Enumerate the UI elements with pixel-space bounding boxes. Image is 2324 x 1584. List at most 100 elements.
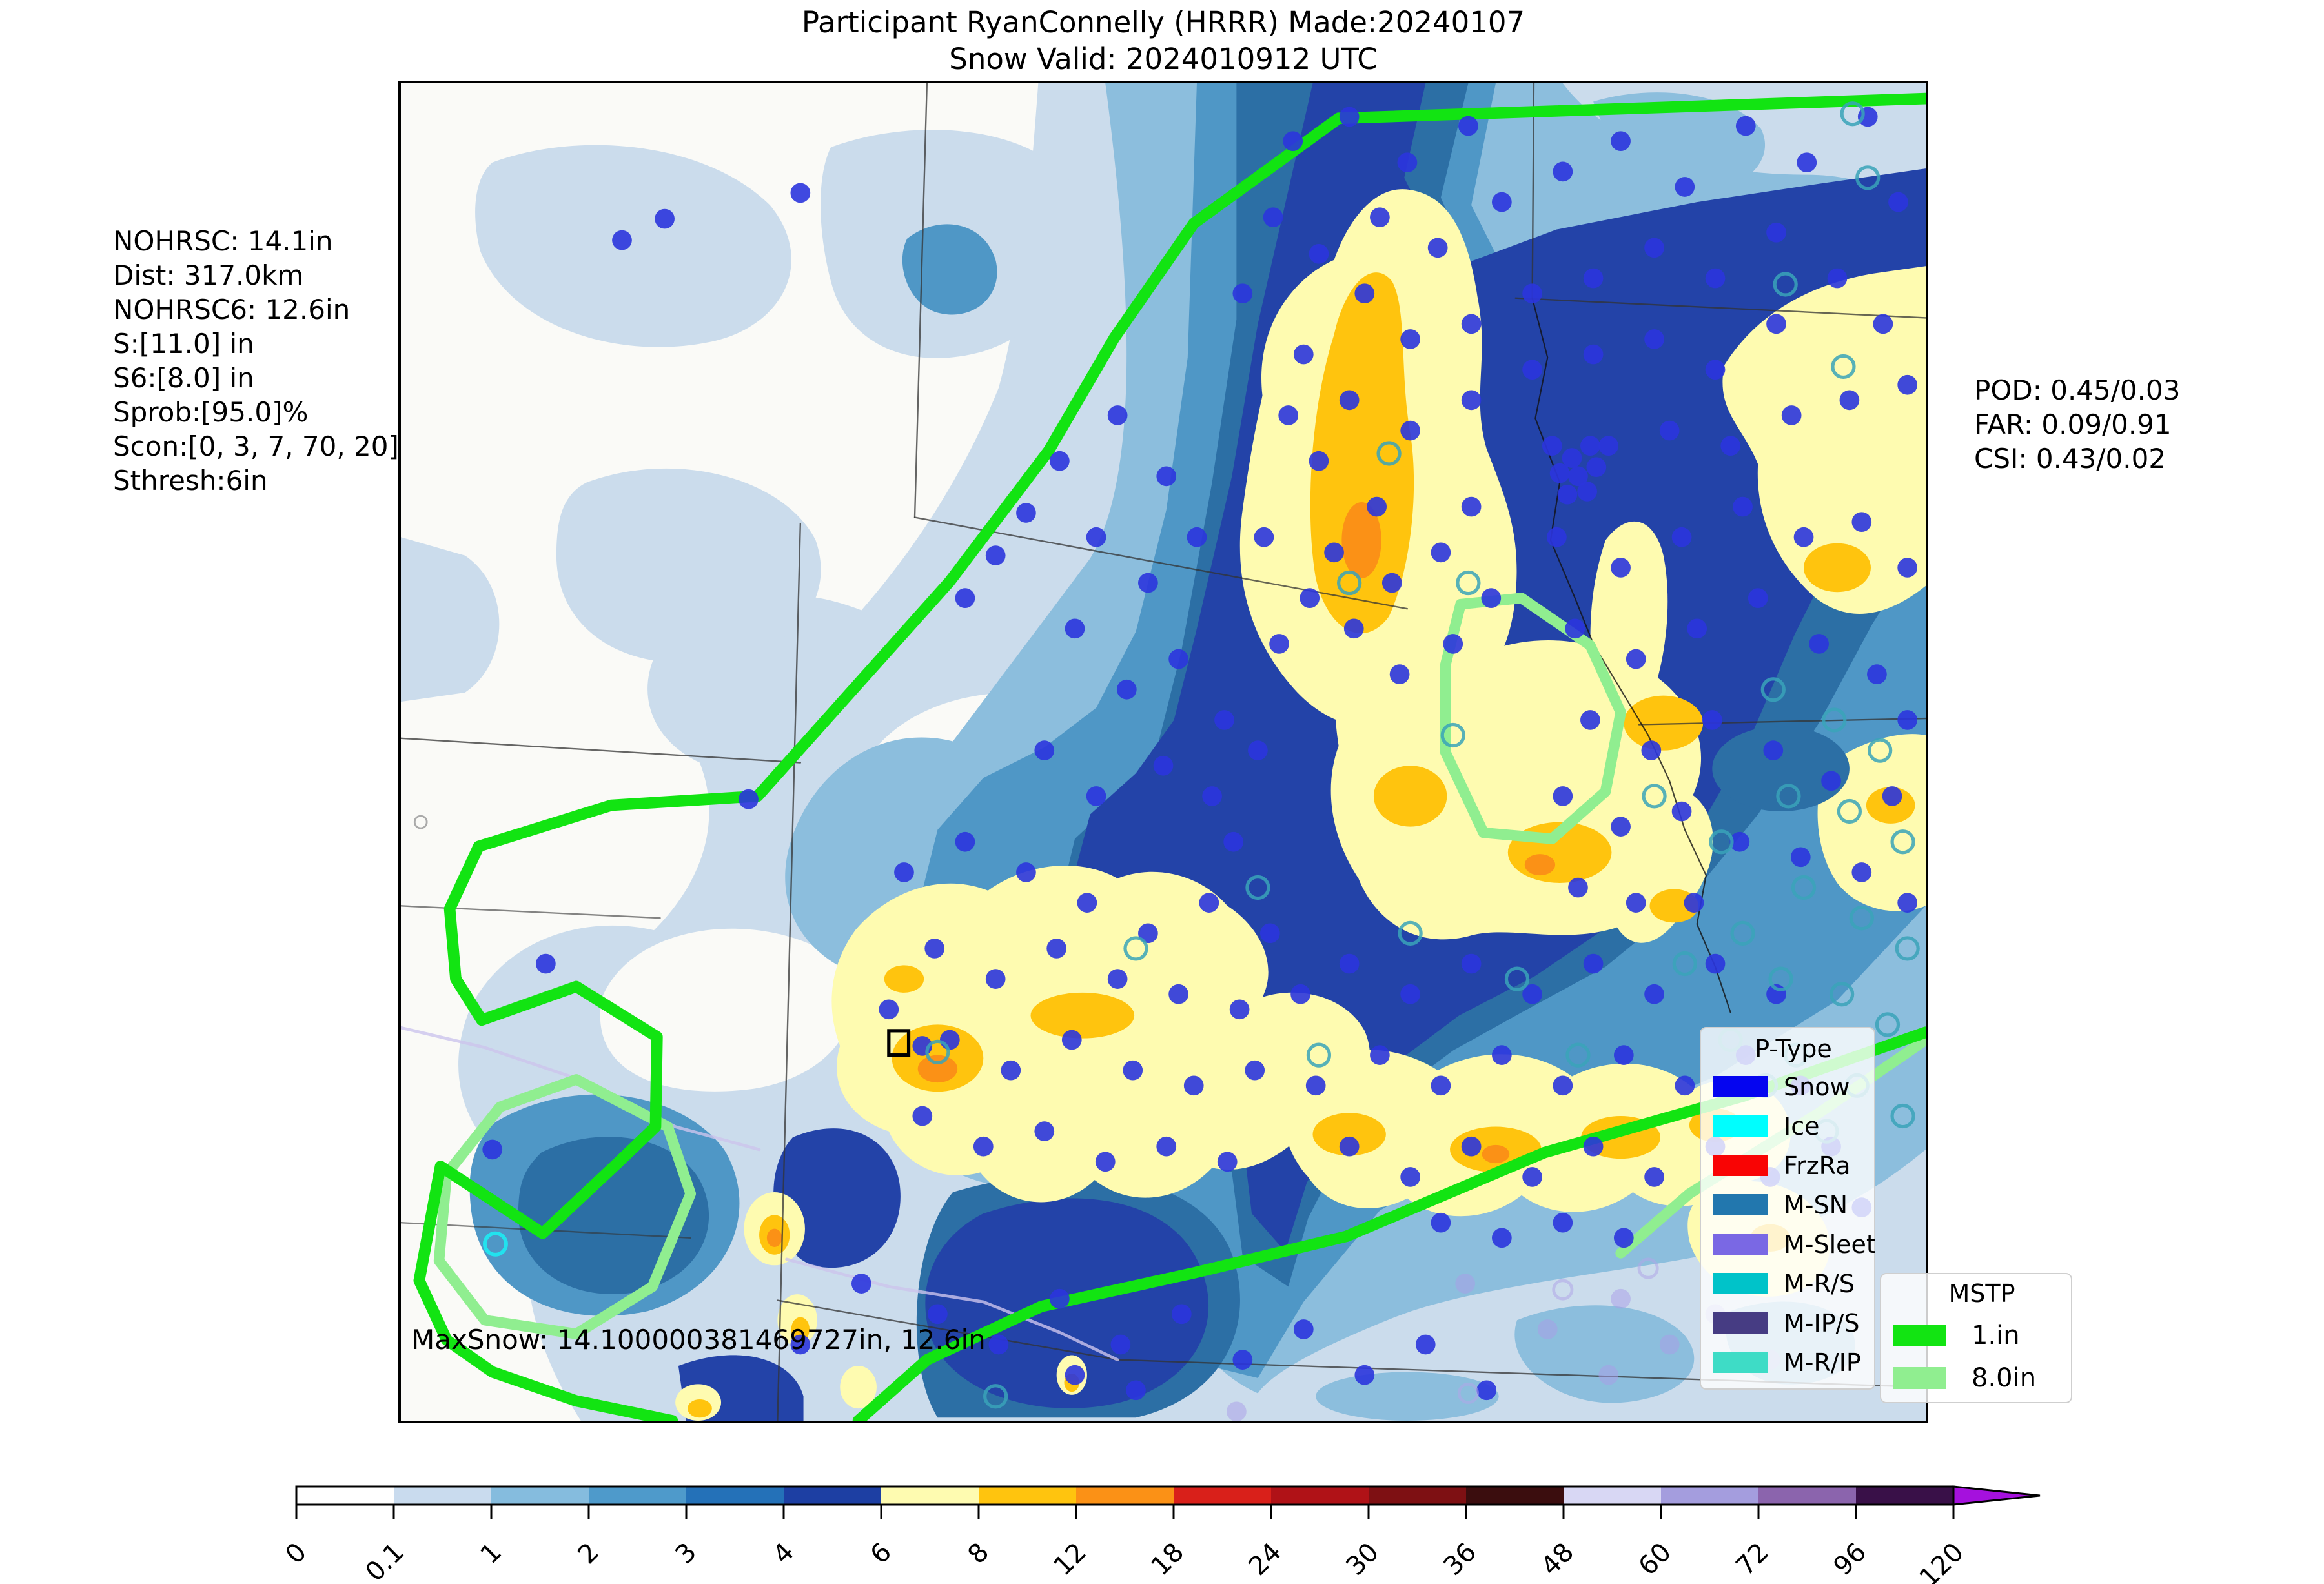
obs-snow-dot xyxy=(1107,969,1128,989)
colorbar-tick-label: 2 xyxy=(573,1538,606,1570)
obs-snow-dot xyxy=(536,953,556,974)
obs-snow-dot xyxy=(1254,527,1274,547)
obs-snow-dot xyxy=(1278,405,1299,425)
obs-snow-dot xyxy=(985,969,1006,989)
obs-snow-dot xyxy=(1187,527,1207,547)
obs-snow-dot xyxy=(1461,1136,1482,1157)
obs-mixed-circle xyxy=(1890,829,1915,855)
obs-snow-dot xyxy=(1214,710,1234,730)
legend-item-label: M-R/S xyxy=(1784,1269,1855,1298)
obs-snow-dot xyxy=(985,545,1006,565)
obs-mixed-circle xyxy=(1855,165,1881,190)
obs-snow-dot xyxy=(1065,1365,1085,1385)
obs-snow-dot xyxy=(1156,1136,1177,1157)
obs-snow-dot xyxy=(1790,847,1811,868)
legend-item: Snow xyxy=(1713,1067,1874,1106)
obs-mixed-circle xyxy=(1868,738,1893,763)
obs-mixed-circle xyxy=(1822,707,1847,733)
legend-item-label: Ice xyxy=(1784,1112,1820,1141)
obs-snow-dot xyxy=(1107,405,1128,425)
obs-snow-dot xyxy=(1232,283,1253,304)
obs-snow-dot xyxy=(1034,1121,1055,1141)
obs-mixed-circle xyxy=(1760,677,1786,702)
colorbar-tick-label: 8 xyxy=(963,1538,995,1570)
contour-fill-spot xyxy=(1316,1372,1499,1421)
obs-snow-dot xyxy=(1586,457,1607,478)
obs-snow-dot xyxy=(1343,618,1364,639)
stats-line: Dist: 317.0km xyxy=(113,259,304,291)
obs-mixed-circle xyxy=(1565,1042,1591,1068)
obs-snow-dot xyxy=(1748,588,1768,608)
obs-snow-dot xyxy=(939,1030,960,1050)
obs-snow-dot xyxy=(1626,649,1646,669)
obs-snow-dot xyxy=(1199,893,1219,913)
stats-line: Scon:[0, 3, 7, 70, 20] xyxy=(113,431,399,462)
obs-snow-dot xyxy=(1431,1212,1451,1233)
obs-snow-dot xyxy=(1557,484,1578,505)
obs-snow-dot xyxy=(1705,953,1726,974)
obs-snow-dot xyxy=(1339,390,1360,411)
state-border xyxy=(401,737,802,764)
obs-snow-dot xyxy=(790,183,811,203)
stats-line: CSI: 0.43/0.02 xyxy=(1974,443,2166,474)
stats-line: S6:[8.0] in xyxy=(113,362,254,394)
obs-snow-dot xyxy=(1553,786,1573,806)
colorbar-segment xyxy=(979,1487,1076,1505)
obs-snow-dot xyxy=(1549,463,1570,483)
obs-snow-dot xyxy=(1522,360,1542,380)
legend-item-label: 8.0in xyxy=(1972,1363,2037,1393)
obs-snow-dot xyxy=(1671,527,1692,547)
obs-snow-dot xyxy=(1223,831,1244,852)
obs-snow-dot xyxy=(1086,786,1106,806)
obs-snow-dot xyxy=(1671,801,1692,822)
obs-snow-dot xyxy=(1269,634,1289,654)
obs-mixed-circle xyxy=(1840,101,1865,127)
state-border xyxy=(1531,83,1535,299)
obs-snow-dot xyxy=(1324,542,1344,563)
colorbar-segment xyxy=(1076,1487,1174,1505)
contour-1in xyxy=(1593,92,1766,194)
obs-snow-dot xyxy=(1016,862,1036,882)
obs-snow-dot xyxy=(1568,877,1588,898)
obs-snow-dot xyxy=(655,208,675,229)
obs-mixed-circle xyxy=(1875,1012,1901,1037)
stats-line: NOHRSC: 14.1in xyxy=(113,225,333,257)
colorbar-tick-label: 0 xyxy=(280,1538,313,1570)
obs-snow-dot xyxy=(1553,1212,1573,1233)
legend-swatch xyxy=(1713,1076,1768,1097)
obs-snow-dot xyxy=(1397,152,1418,173)
colorbar-extend-arrow xyxy=(1952,1485,2041,1506)
colorbar-tick-label: 72 xyxy=(1731,1538,1775,1582)
obs-snow-dot xyxy=(1050,1288,1070,1309)
obs-snow-dot xyxy=(1492,1045,1512,1065)
obs-snow-dot xyxy=(1577,482,1597,502)
obs-snow-dot xyxy=(1016,503,1036,523)
obs-snow-dot xyxy=(1821,771,1841,791)
stats-left-block: NOHRSC: 14.1in Dist: 317.0km NOHRSC6: 12.6… xyxy=(113,224,399,498)
legend-item: 8.0in xyxy=(1893,1357,2071,1399)
obs-snow-dot xyxy=(1702,710,1722,730)
obs-sleet-dot xyxy=(1455,1274,1476,1294)
legend-ptype-items: Snow Ice FrzRa M-SN M-Sleet M-R/S M-IP/S M-R/IP xyxy=(1713,1067,1876,1382)
colorbar-segment xyxy=(296,1487,394,1505)
obs-circle-lavender xyxy=(1637,1257,1659,1279)
obs-mixed-circle xyxy=(983,1384,1008,1409)
obs-snow-dot xyxy=(1644,238,1664,258)
obs-snow-dot xyxy=(1400,329,1420,349)
legend-swatch xyxy=(1713,1115,1768,1137)
obs-snow-dot xyxy=(1339,107,1360,127)
legend-item-label: 1.in xyxy=(1972,1321,2020,1350)
colorbar-segment xyxy=(1758,1487,1856,1505)
contour-fill-spot xyxy=(884,965,924,993)
obs-mixed-circle xyxy=(1123,936,1148,961)
obs-snow-dot xyxy=(1370,207,1390,228)
obs-snow-dot xyxy=(1116,679,1137,700)
obs-snow-dot xyxy=(1659,420,1680,441)
legend-swatch xyxy=(1713,1194,1768,1215)
obs-snow-dot xyxy=(1431,542,1451,563)
obs-snow-dot xyxy=(1644,1167,1664,1187)
legend-item-label: M-R/IP xyxy=(1784,1348,1861,1377)
obs-snow-dot xyxy=(1547,527,1567,547)
colorbar-segment xyxy=(1174,1487,1271,1505)
obs-snow-dot xyxy=(1766,222,1786,243)
